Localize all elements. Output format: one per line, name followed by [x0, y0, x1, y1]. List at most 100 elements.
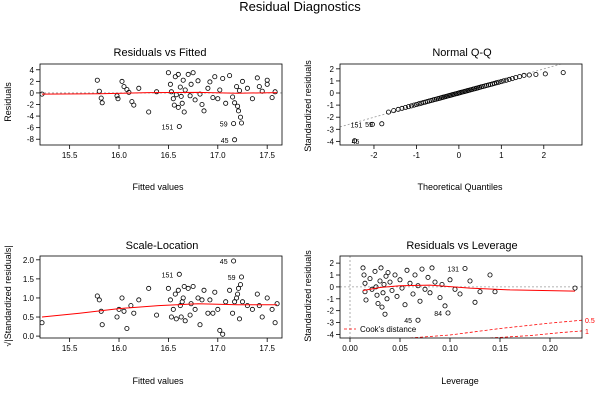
- y-axis-label: √|Standardized residuals|: [3, 245, 13, 346]
- data-point: [384, 296, 390, 302]
- data-point: [98, 95, 104, 101]
- x-tick-label: 15.5: [62, 151, 78, 160]
- x-tick-label: 17.5: [259, 151, 275, 160]
- data-point: [380, 290, 386, 296]
- data-point: [399, 105, 405, 111]
- data-point: [175, 104, 181, 110]
- plot-area: 151 59 45 -2 -1 0 1 2 2 1 0 -1 -2 -3 -4: [327, 63, 583, 160]
- data-point: [231, 258, 237, 264]
- point-label: 45: [220, 259, 228, 266]
- data-point: [210, 95, 216, 101]
- data-point: [235, 285, 241, 291]
- data-point: [237, 282, 243, 288]
- plot-content: [340, 64, 566, 144]
- data-point: [96, 88, 102, 94]
- point-label: 151: [162, 272, 174, 279]
- y-tick-label: -2: [327, 113, 335, 122]
- data-point: [195, 295, 201, 301]
- data-point: [223, 299, 229, 305]
- data-point: [442, 303, 448, 309]
- x-tick-label: 0.15: [492, 344, 508, 353]
- data-point: [381, 282, 387, 288]
- data-point: [269, 306, 275, 312]
- data-point: [119, 295, 125, 301]
- data-point: [192, 97, 198, 103]
- data-point: [254, 291, 260, 297]
- y-axis-label: Standardized residuals: [303, 250, 313, 342]
- data-point: [406, 104, 412, 110]
- data-point: [119, 78, 125, 84]
- y-tick-label: 1: [330, 271, 335, 280]
- y-tick-label: -3: [327, 319, 335, 328]
- data-point: [394, 293, 400, 299]
- y-tick-label: 4: [30, 66, 35, 75]
- chart-title: Residuals vs Fitted: [114, 47, 207, 59]
- chart-title: Scale-Location: [126, 240, 199, 252]
- data-point: [503, 77, 509, 83]
- data-point: [172, 291, 178, 297]
- data-point: [146, 109, 152, 115]
- data-point: [445, 310, 451, 316]
- data-point: [407, 280, 413, 286]
- y-tick-label: -2: [27, 101, 35, 110]
- data-point: [190, 70, 196, 76]
- data-point: [472, 299, 478, 305]
- data-point: [402, 302, 408, 308]
- data-point: [176, 124, 182, 130]
- data-point: [236, 316, 242, 322]
- data-point: [171, 102, 177, 108]
- smooth-line: [41, 303, 278, 318]
- data-point: [367, 276, 373, 282]
- data-point: [244, 85, 250, 91]
- data-point: [215, 306, 221, 312]
- data-point: [412, 272, 418, 278]
- chart-normal-qq: Normal Q-Q 151 59 45 -2 -1 0 1 2 2 1 0 -1 -2 -3 -4 The…: [303, 47, 583, 192]
- data-point: [207, 79, 213, 85]
- data-point: [131, 310, 137, 316]
- data-point: [192, 306, 198, 312]
- point-label: 59: [228, 275, 236, 282]
- data-point: [178, 314, 184, 320]
- data-point: [492, 289, 498, 295]
- data-point: [272, 89, 278, 95]
- data-point: [136, 85, 142, 91]
- data-point: [179, 100, 185, 106]
- point-label: 59: [365, 122, 373, 129]
- data-point: [361, 272, 367, 278]
- x-axis-label: Fitted values: [132, 182, 184, 192]
- data-point: [187, 93, 193, 99]
- data-point: [410, 291, 416, 297]
- y-tick-label: 0.5: [23, 313, 35, 322]
- x-tick-label: 17.0: [210, 344, 226, 353]
- data-point: [274, 301, 280, 307]
- data-point: [195, 78, 201, 84]
- data-point: [232, 137, 238, 143]
- plot-content: [40, 258, 280, 337]
- plot-frame: [39, 255, 283, 339]
- data-point: [256, 84, 262, 90]
- data-point: [199, 102, 205, 108]
- data-point: [493, 80, 499, 86]
- data-point: [572, 285, 578, 291]
- data-point: [254, 75, 260, 81]
- x-tick-label: 0.20: [542, 344, 558, 353]
- data-point: [175, 71, 181, 77]
- data-point: [272, 320, 278, 326]
- data-point: [128, 303, 134, 309]
- cook-distance-line: [409, 319, 582, 338]
- plot-area: 151 45 59 15.5 16.0 16.5 17.0 17.5 2.0 1.5 1.0 0.5 0…: [23, 255, 283, 353]
- y-tick-label: -4: [27, 112, 35, 121]
- data-point: [187, 312, 193, 318]
- x-axis-label: Leverage: [441, 376, 479, 386]
- y-axis-label: Standardized residuals: [303, 60, 313, 152]
- data-point: [167, 297, 173, 303]
- y-tick-label: 2: [30, 77, 35, 86]
- data-point: [227, 73, 233, 79]
- data-point: [452, 286, 458, 292]
- data-point: [165, 70, 171, 76]
- data-point: [170, 306, 176, 312]
- plot-area: 0.5 1 131 84 45 0.00 0.05 0.10 0.15 0.20 2 1 0 -1 -2 -3…: [327, 255, 595, 353]
- data-point: [417, 298, 423, 304]
- data-point: [201, 287, 207, 293]
- data-point: [521, 72, 527, 78]
